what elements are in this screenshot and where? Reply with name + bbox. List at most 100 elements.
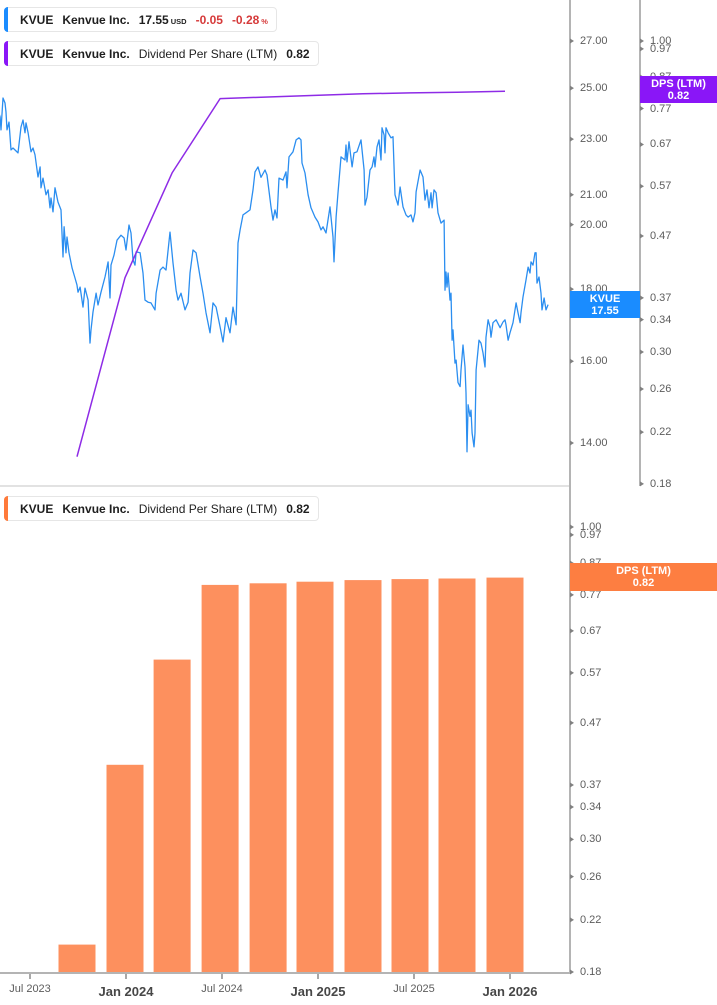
tick-marker [570,192,574,198]
dps-axis-tick-label: 0.22 [650,426,672,439]
bar-axis-tick-label: 0.26 [580,870,602,883]
tick-marker [640,481,644,487]
legend-color-strip [4,7,8,32]
tick-marker [570,136,574,142]
legend-company-name: Kenvue Inc. [62,12,130,27]
legend-metric-name: Dividend Per Share (LTM) [138,501,278,516]
tick-marker [640,38,644,44]
legend-metric-value: 0.82 [286,46,310,61]
dps-axis-tick-label: 0.34 [650,313,672,326]
bar-axis-tick-label: 0.57 [580,666,602,679]
x-axis-tick-label: Jan 2024 [98,984,154,999]
dps-bar[interactable] [201,584,239,973]
dps-bar[interactable] [58,944,96,973]
percent-sign: % [261,16,268,26]
price-last-value-badge: KVUE 17.55 [570,291,640,318]
price-axis-tick-label: 25.00 [580,82,608,95]
tick-marker [570,670,574,676]
dps-bar[interactable] [438,578,476,974]
dps-bar[interactable] [486,577,524,973]
dps-bar[interactable] [391,579,429,973]
dps-bar[interactable] [344,580,382,973]
bar-axis-tick-label: 0.34 [580,800,602,813]
tick-marker [570,222,574,228]
badge-value: 0.82 [667,89,690,102]
dps-bar[interactable] [249,583,287,973]
legend-metric-name: Dividend Per Share (LTM) [138,46,278,61]
price-axis-tick-label: 16.00 [580,355,608,368]
tick-marker [570,628,574,634]
badge-value: 0.82 [632,577,655,589]
tick-marker [640,295,644,301]
dps-axis-tick-label: 0.57 [650,180,672,193]
tick-marker [570,592,574,598]
dps-bar[interactable] [296,581,334,973]
price-value: 17.55 [138,12,169,27]
tick-marker [570,440,574,446]
dps-axis-tick-label: 0.26 [650,382,672,395]
dps-axis-tick-label: 0.30 [650,345,672,358]
dps-bar-pane-plot[interactable] [58,577,524,974]
bar-axis-tick-label: 0.77 [580,588,602,601]
legend-price-change: -0.05 [195,12,223,27]
tick-marker [640,429,644,435]
dps-axis-tick-label: 0.77 [650,102,672,115]
tick-marker [570,286,574,292]
legend-ticker: KVUE [20,12,54,27]
price-pane-plot[interactable] [0,90,549,457]
badge-ticker: KVUE [589,292,621,305]
change-pct-value: -0.28 [231,12,260,27]
tick-marker [570,782,574,788]
bar-axis-tick-label: 0.67 [580,624,602,637]
dps-axis-tick-label: 0.97 [650,42,672,55]
legend-color-strip [4,41,8,66]
x-axis-tick-label: Jan 2025 [290,984,346,999]
price-axis-tick-label: 27.00 [580,35,608,47]
bar-axis-tick-label: 0.30 [580,833,602,846]
tick-marker [570,524,574,530]
tick-marker [570,969,574,975]
legend-metric-value: 0.82 [286,501,310,516]
tick-marker [570,358,574,364]
legend-ticker: KVUE [20,501,54,516]
dps-bar[interactable] [106,764,144,973]
tick-marker [570,874,574,880]
tick-marker [570,917,574,923]
dps-line-last-value-badge: DPS (LTM) 0.82 [640,76,717,103]
bar-axis-tick-label: 0.47 [580,716,602,729]
dps-axis-tick-label: 0.47 [650,230,672,243]
bar-axis-tick-label: 0.37 [580,779,602,791]
tick-marker [570,532,574,538]
badge-label: DPS (LTM) [616,565,671,577]
currency-label: USD [170,16,187,26]
tick-marker [640,46,644,52]
dps-bar[interactable] [153,659,191,973]
price-axis-tick-label: 23.00 [580,133,608,146]
dps-line [76,90,506,457]
price-line [0,97,549,453]
bar-axis-tick-label: 0.97 [580,528,602,541]
tick-marker [640,349,644,355]
legend-company-name: Kenvue Inc. [62,46,130,61]
x-axis-tick-label: Jan 2026 [482,984,538,999]
legend-company-name: Kenvue Inc. [62,501,130,516]
bar-axis-tick-label: 1.00 [580,521,602,533]
legend-color-strip [4,496,8,521]
tick-marker [570,38,574,44]
legend-ticker: KVUE [20,46,54,61]
badge-value: 17.55 [591,304,619,317]
legend-price[interactable]: KVUE Kenvue Inc. 17.55 USD -0.05 -0.28% [4,7,277,32]
price-axis-tick-label: 14.00 [580,436,608,449]
x-axis-tick-label: Jul 2023 [9,983,51,995]
tick-marker [570,85,574,91]
dps-bar-last-value-badge: DPS (LTM) 0.82 [570,563,717,591]
legend-dps-bars[interactable]: KVUE Kenvue Inc. Dividend Per Share (LTM… [4,496,319,521]
x-axis-tick-label: Jul 2024 [201,983,243,995]
dps-axis-tick-label: 0.67 [650,138,672,151]
tick-marker [640,317,644,323]
x-axis-tick-label: Jul 2025 [393,983,435,995]
legend-dps-line[interactable]: KVUE Kenvue Inc. Dividend Per Share (LTM… [4,41,319,66]
legend-price-value: 17.55 USD [139,13,187,27]
legend-price-change-pct: -0.28% [232,13,268,27]
